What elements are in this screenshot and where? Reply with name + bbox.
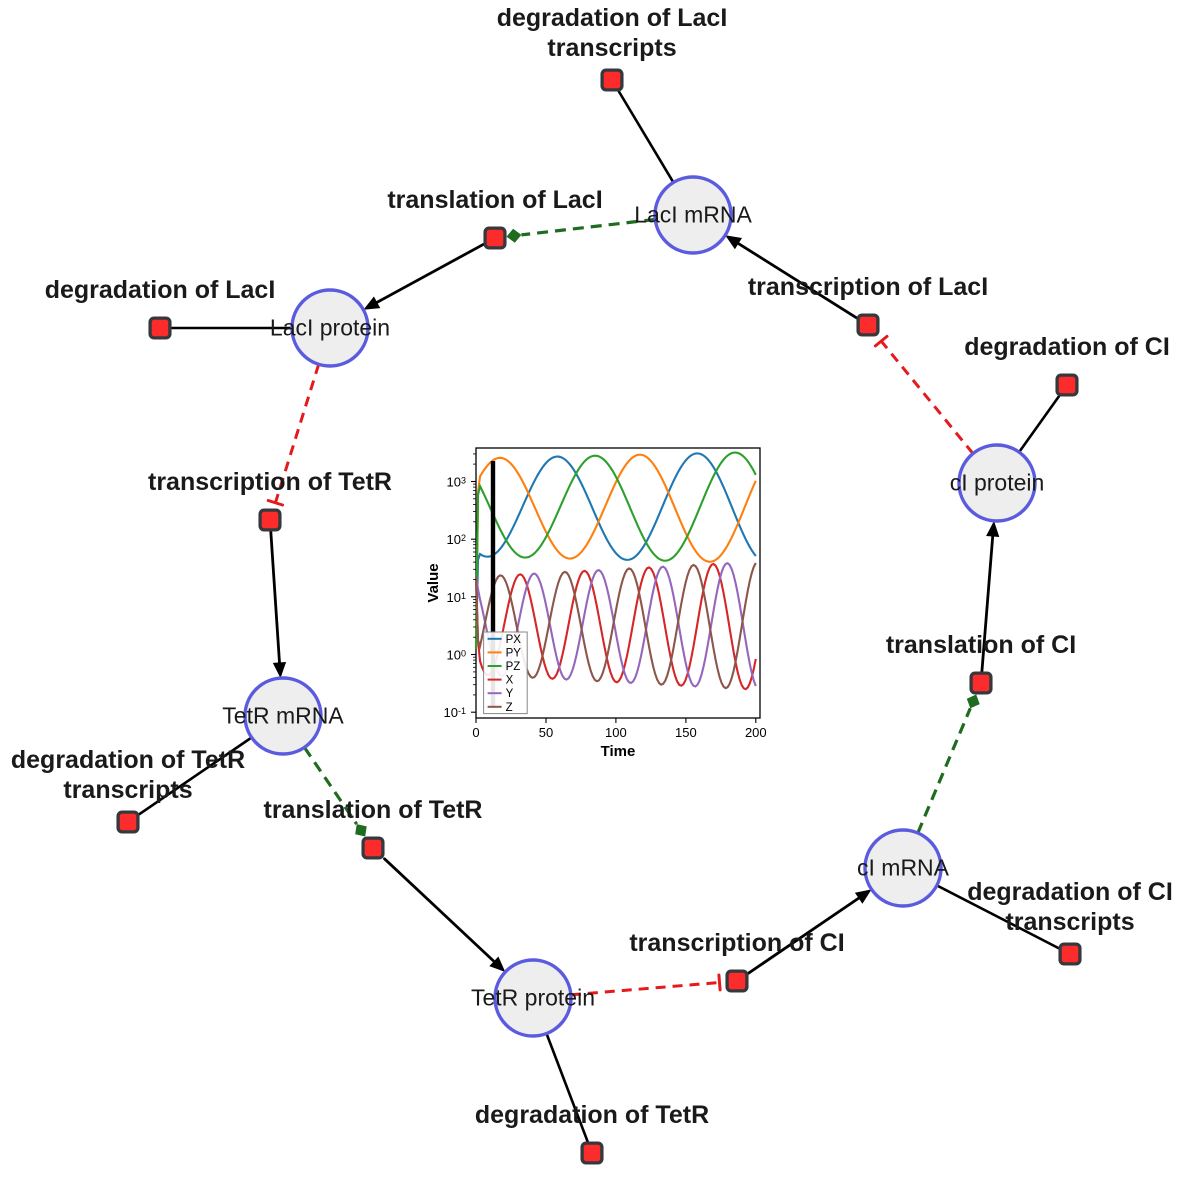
svg-text:100: 100 (605, 725, 627, 740)
svg-text:X: X (506, 675, 514, 687)
svg-text:Value: Value (425, 563, 442, 602)
svg-text:50: 50 (539, 725, 553, 740)
svg-text:0: 0 (472, 725, 479, 740)
svg-text:PZ: PZ (506, 661, 521, 673)
svg-text:100: 100 (447, 648, 466, 663)
svg-text:10-1: 10-1 (444, 705, 466, 720)
svg-text:Time: Time (601, 743, 636, 760)
svg-text:PX: PX (506, 634, 522, 646)
svg-text:150: 150 (675, 725, 697, 740)
svg-text:101: 101 (447, 590, 466, 605)
svg-text:Y: Y (506, 688, 514, 700)
svg-text:200: 200 (745, 725, 767, 740)
svg-text:102: 102 (447, 532, 466, 547)
svg-text:103: 103 (447, 475, 466, 490)
svg-text:Z: Z (506, 702, 513, 714)
svg-text:PY: PY (506, 647, 522, 659)
